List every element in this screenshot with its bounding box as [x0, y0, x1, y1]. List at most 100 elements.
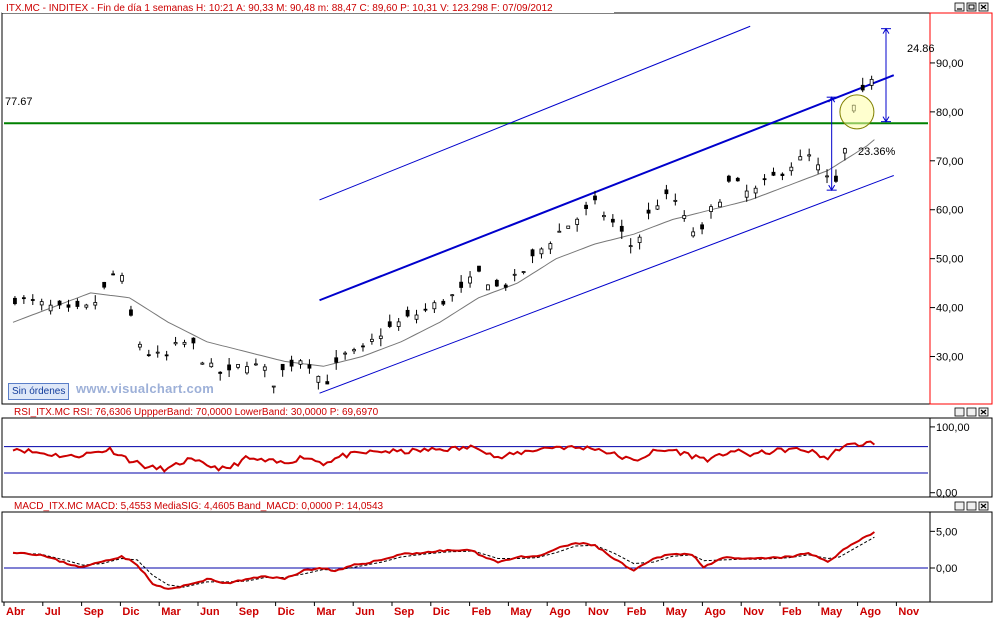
candle-body	[655, 205, 660, 210]
candle-body	[584, 204, 588, 209]
panel-controls-macd[interactable]	[954, 501, 989, 511]
maximize-icon-glyph	[968, 4, 975, 10]
candle-body	[539, 248, 544, 255]
maximize-icon[interactable]	[966, 407, 977, 417]
candle-body	[146, 354, 151, 357]
candlestick	[334, 350, 339, 370]
candle-body	[459, 281, 464, 288]
maximize-icon[interactable]	[966, 501, 977, 511]
candlesticks	[13, 75, 874, 394]
price-axis-frame	[929, 12, 993, 405]
candlestick	[825, 169, 829, 184]
channel-lower-line	[319, 175, 894, 394]
y-tick-label: 0,00	[936, 563, 957, 575]
candle-body	[75, 300, 80, 307]
candlestick	[280, 363, 285, 377]
y-tick-label: 30,00	[936, 352, 964, 364]
candlestick	[289, 355, 294, 372]
candlestick	[512, 269, 517, 282]
candle-body	[298, 360, 303, 365]
panel-controls-rsi[interactable]	[954, 407, 989, 417]
candlestick	[486, 284, 490, 291]
candlestick	[450, 294, 455, 302]
y-tick-label: 60,00	[936, 205, 964, 217]
close-icon-glyph	[980, 409, 987, 415]
candlestick	[253, 358, 258, 366]
x-axis: Abr Jul Sep Dic Mar Jun Sep Dic Mar Jun Sep Dic Feb M…	[2, 601, 992, 618]
candle-body	[414, 314, 419, 320]
candle-body	[93, 302, 98, 306]
macd-axis-frame	[929, 511, 993, 603]
candle-body	[718, 201, 722, 208]
candle-body	[512, 273, 517, 276]
candlestick	[816, 157, 820, 174]
candle-body	[369, 338, 374, 342]
y-tick-label: 40,00	[936, 303, 964, 315]
candle-body	[191, 337, 196, 344]
candlestick	[726, 174, 731, 183]
orders-status-badge[interactable]: Sin órdenes	[8, 383, 70, 400]
x-tick-label: Mar	[161, 606, 181, 618]
price-y-axis: 90,00 80,00 70,00 60,00 50,00 40,00 30,00	[930, 58, 964, 364]
macd-line	[12, 531, 875, 590]
candle-body	[218, 371, 223, 374]
candlestick	[646, 202, 651, 220]
candle-body	[789, 166, 794, 172]
panel-controls-price[interactable]	[954, 2, 989, 12]
candlestick	[682, 210, 687, 222]
candle-body	[691, 231, 696, 237]
candlestick	[218, 371, 223, 381]
candle-body	[307, 364, 312, 369]
x-tick-label: Jun	[355, 606, 375, 618]
candle-body	[726, 175, 731, 182]
candlestick	[494, 278, 499, 288]
candlestick	[57, 300, 62, 310]
x-tick-label: Abr	[6, 606, 26, 618]
candlestick	[245, 361, 249, 375]
candlestick	[744, 184, 749, 202]
rsi-plot-area	[4, 440, 928, 474]
price-panel-frame	[1, 12, 931, 405]
candlestick	[539, 247, 544, 259]
candlestick	[780, 172, 785, 181]
candlestick	[619, 219, 624, 239]
candlestick	[869, 75, 874, 90]
candlestick	[369, 333, 374, 345]
candle-body	[486, 284, 490, 291]
candle-body	[66, 304, 71, 308]
candle-body	[137, 343, 142, 348]
candlestick	[860, 77, 865, 93]
y-tick-label: 5,00	[936, 526, 957, 538]
candlestick	[521, 271, 526, 275]
close-icon-glyph	[980, 4, 987, 10]
candlestick	[343, 351, 348, 360]
y-tick-label: 0,00	[936, 488, 957, 500]
candlestick	[164, 350, 169, 361]
candle-body	[387, 321, 392, 327]
candlestick	[102, 281, 107, 290]
candlestick	[21, 295, 26, 304]
x-axis-labels: Abr Jul Sep Dic Mar Jun Sep Dic Mar Jun Sep Dic Feb M…	[3, 602, 920, 618]
minimize-icon[interactable]	[954, 501, 965, 511]
candlestick	[655, 199, 660, 210]
minimize-icon[interactable]	[954, 407, 965, 417]
candle-body	[682, 215, 687, 219]
y-tick-label: 90,00	[936, 58, 964, 70]
candle-body	[753, 187, 758, 194]
candle-body	[361, 345, 365, 348]
measure-arrow-mid	[826, 96, 837, 192]
candle-body	[664, 189, 669, 195]
candlestick	[593, 190, 597, 205]
candlestick	[664, 184, 669, 200]
minimize-icon[interactable]	[954, 2, 965, 12]
candlestick	[762, 174, 767, 186]
candlestick	[307, 359, 312, 374]
x-tick-label: Feb	[627, 606, 647, 618]
x-tick-label: May	[666, 606, 688, 618]
rsi-panel-frame	[1, 417, 931, 498]
maximize-icon[interactable]	[966, 2, 977, 12]
x-tick-label: Dic	[433, 606, 450, 618]
x-tick-label: Mar	[316, 606, 336, 618]
